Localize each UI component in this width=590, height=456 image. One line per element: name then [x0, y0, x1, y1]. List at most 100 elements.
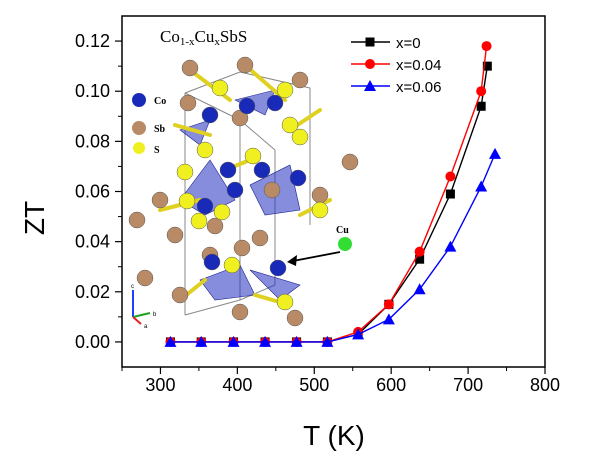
legend-label: x=0.06	[396, 79, 441, 96]
inset-legend-s: S	[154, 145, 160, 156]
atom	[311, 201, 329, 219]
y-tick-label: 0.06	[75, 182, 110, 202]
axis-triad-label: b	[153, 312, 157, 318]
legend-marker	[364, 80, 376, 91]
data-point	[415, 254, 425, 264]
axis-a	[132, 316, 142, 325]
atom	[276, 81, 294, 99]
cu-arrow-head	[287, 255, 297, 266]
data-point	[321, 335, 334, 347]
legend-label: x=0	[396, 35, 421, 52]
atom	[231, 303, 249, 321]
coordination-polyhedron	[249, 269, 301, 301]
data-point	[414, 246, 425, 257]
unit-cell-edge	[239, 119, 276, 151]
atom	[206, 217, 224, 235]
data-point	[475, 180, 488, 192]
data-point	[476, 101, 486, 111]
atom	[190, 212, 208, 230]
x-tick-label: 500	[299, 375, 329, 395]
cu-label: Cu	[336, 225, 349, 236]
x-tick-label: 800	[530, 375, 560, 395]
inset-title: Co1-xCuxSbS	[160, 27, 247, 48]
cu-arrow	[292, 251, 341, 262]
y-tick-label: 0.02	[75, 282, 110, 302]
data-point	[227, 335, 240, 347]
atom	[253, 161, 271, 179]
atom	[201, 106, 219, 124]
axis-triad-label: a	[144, 324, 148, 330]
inset-text: Co1-xCuxSbS Co Sb S Cu c ba	[131, 27, 349, 330]
data-point	[413, 283, 426, 295]
data-point	[481, 41, 492, 52]
atom	[263, 181, 281, 199]
atom	[181, 59, 199, 77]
atom	[311, 186, 329, 204]
atom	[196, 141, 214, 159]
bond	[173, 123, 212, 137]
inset-legend-sb: Sb	[154, 124, 166, 135]
data-point	[383, 299, 394, 310]
atom	[211, 79, 229, 97]
atom	[341, 153, 359, 171]
data-point	[444, 240, 457, 252]
atom	[266, 94, 284, 112]
data-point	[164, 335, 177, 347]
atom	[128, 211, 146, 229]
data-point	[445, 171, 456, 182]
legend-marker	[365, 59, 375, 69]
plot-frame: 300 400 500 600 700 800 0.00 0.02 0.04 0.06 0.08 0.…	[75, 15, 560, 395]
unit-cell-edge	[184, 299, 241, 316]
atom	[166, 226, 184, 244]
y-axis-label: ZT	[19, 201, 50, 235]
cu-atom	[338, 237, 352, 251]
data-point	[290, 335, 303, 347]
unit-cell-edge	[184, 71, 241, 94]
series-layer	[164, 41, 502, 347]
data-point	[352, 328, 365, 340]
atom	[236, 56, 254, 74]
axis-triad-label: c	[131, 284, 134, 290]
data-point	[476, 86, 487, 97]
data-point	[482, 61, 492, 71]
sb-atom-key	[132, 121, 146, 135]
data-point	[259, 335, 272, 347]
axis-b	[132, 312, 151, 318]
atom	[226, 181, 244, 199]
atom	[269, 259, 287, 277]
atom	[233, 239, 251, 257]
y-tick-label: 0.00	[75, 332, 110, 352]
y-tick-label: 0.08	[75, 131, 110, 151]
y-tick-label: 0.12	[75, 31, 110, 51]
series-2	[164, 147, 502, 347]
data-point	[445, 189, 455, 199]
legend: x=0 x=0.04 x=0.06	[351, 35, 441, 96]
atom	[171, 286, 189, 304]
atom	[291, 71, 309, 89]
data-point	[382, 313, 395, 325]
atom	[289, 169, 307, 187]
x-tick-label: 400	[222, 375, 252, 395]
legend-label: x=0.04	[396, 57, 441, 74]
co-atom-key	[132, 93, 146, 107]
atom	[136, 269, 154, 287]
atom	[176, 163, 194, 181]
unit-cell-edge	[184, 92, 241, 121]
inset-legend-co: Co	[154, 96, 166, 107]
s-atom-key	[133, 142, 145, 154]
y-tick-label: 0.04	[75, 232, 110, 252]
crystal-structure-inset	[128, 56, 359, 327]
atom	[219, 161, 237, 179]
atom	[203, 253, 221, 271]
data-point	[195, 335, 208, 347]
atom	[251, 229, 269, 247]
atom	[223, 256, 241, 274]
x-tick-label: 600	[376, 375, 406, 395]
atom	[286, 309, 304, 327]
legend-marker	[365, 37, 375, 47]
x-axis-label: T (K)	[303, 420, 365, 451]
atom	[281, 116, 299, 134]
atom	[178, 192, 196, 210]
series-line	[170, 153, 496, 343]
